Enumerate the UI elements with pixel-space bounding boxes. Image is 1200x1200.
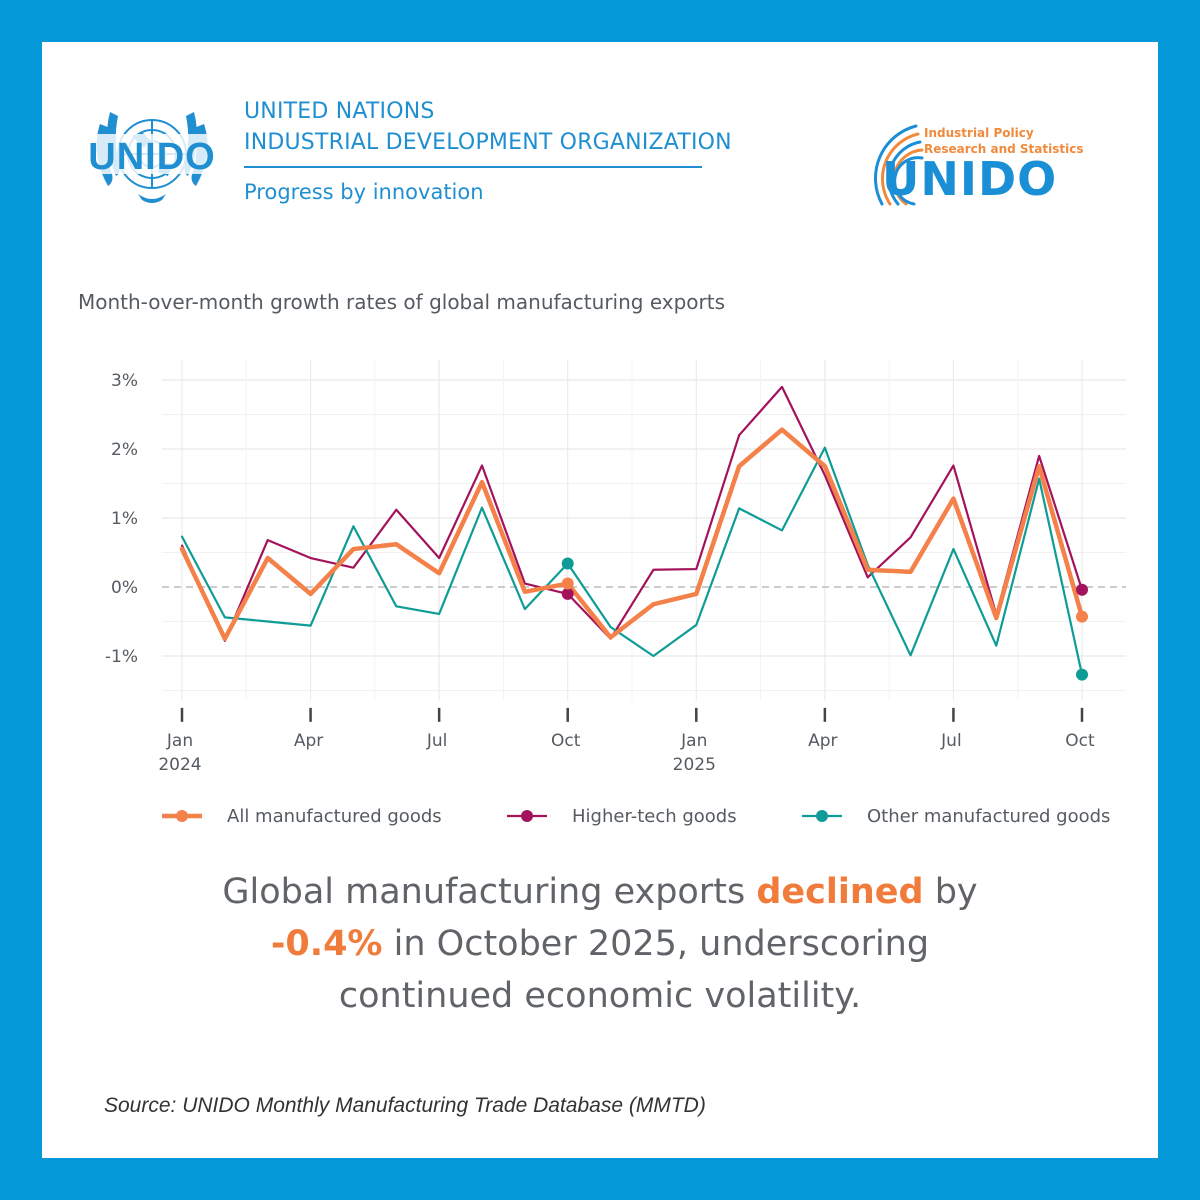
headline-line1: Global manufacturing exports declined by	[42, 866, 1158, 918]
headline-line2-post: in October 2025, underscoring	[382, 924, 930, 964]
legend-label: Other manufactured goods	[867, 806, 1110, 827]
series-point-2	[1076, 668, 1088, 681]
legend-label: All manufactured goods	[227, 806, 442, 827]
x-tick-label: Jan	[680, 731, 707, 751]
x-tick-year: 2024	[158, 755, 201, 775]
series-point-0	[1076, 610, 1088, 623]
x-tick-label: Apr	[808, 731, 837, 751]
axes: -1% 0% 1% 2% 3% Jan 2024 Apr Jul Oct Jan 2025 Apr Jul…	[105, 371, 1095, 775]
y-tick-label: 0%	[111, 578, 138, 598]
ips-wordmark: UNIDO	[882, 152, 1058, 206]
y-tick-label: 1%	[111, 509, 138, 529]
headline-line1-post: by	[923, 872, 978, 912]
x-tick-label: Jan	[166, 731, 193, 751]
org-name-line1: UNITED NATIONS	[244, 99, 435, 124]
x-tick-label: Oct	[1065, 731, 1095, 751]
series-point-1	[1076, 583, 1088, 596]
tagline: Progress by innovation	[244, 180, 484, 204]
x-tick-label: Oct	[551, 731, 581, 751]
series-line-2	[180, 446, 1084, 676]
y-tick-label: 2%	[111, 440, 138, 460]
series-point-2	[561, 557, 574, 570]
legend-swatch-dot	[521, 810, 533, 822]
y-tick-label: -1%	[105, 647, 138, 667]
chart-title: Month-over-month growth rates of global …	[78, 290, 726, 314]
series-line-1	[180, 385, 1084, 642]
x-tick-label: Jul	[426, 731, 448, 751]
emblem-wordmark: UNIDO	[88, 136, 215, 178]
series-point-0	[561, 577, 574, 590]
legend-swatch-dot	[176, 810, 188, 822]
ips-logo-arcs	[874, 124, 924, 206]
headline-declined: declined	[756, 872, 924, 912]
x-tick-year: 2025	[673, 755, 716, 775]
y-tick-label: 3%	[111, 371, 138, 391]
x-tick-label: Jul	[940, 731, 962, 751]
headline-value: -0.4%	[270, 924, 383, 964]
ips-title-line2: Research and Statistics	[924, 142, 1084, 156]
headline: Global manufacturing exports declined by…	[42, 866, 1158, 1022]
header-divider	[244, 166, 702, 168]
series-line-0	[179, 427, 1085, 641]
grid	[162, 360, 1126, 701]
infographic-card: UNIDO UNITED NATIONS INDUSTRIAL DEVELOPM…	[42, 42, 1158, 1158]
headline-line1-pre: Global manufacturing exports	[222, 872, 757, 912]
x-tick-label: Apr	[294, 731, 323, 751]
legend: All manufactured goods Higher-tech goods O…	[162, 806, 1110, 827]
ips-title-line1: Industrial Policy	[924, 126, 1034, 140]
line-chart: -1% 0% 1% 2% 3% Jan 2024 Apr Jul Oct Jan 2025 Apr Jul…	[105, 360, 1126, 827]
un-emblem-logo: UNIDO	[88, 112, 215, 203]
source-note: Source: UNIDO Monthly Manufacturing Trad…	[104, 1094, 706, 1117]
series-point-1	[561, 587, 574, 600]
org-name-line2: INDUSTRIAL DEVELOPMENT ORGANIZATION	[244, 130, 732, 155]
headline-line2: -0.4% in October 2025, underscoring	[42, 918, 1158, 970]
headline-line3: continued economic volatility.	[338, 976, 862, 1016]
legend-swatch-dot	[816, 810, 828, 822]
legend-label: Higher-tech goods	[572, 806, 737, 827]
series	[179, 385, 1088, 681]
